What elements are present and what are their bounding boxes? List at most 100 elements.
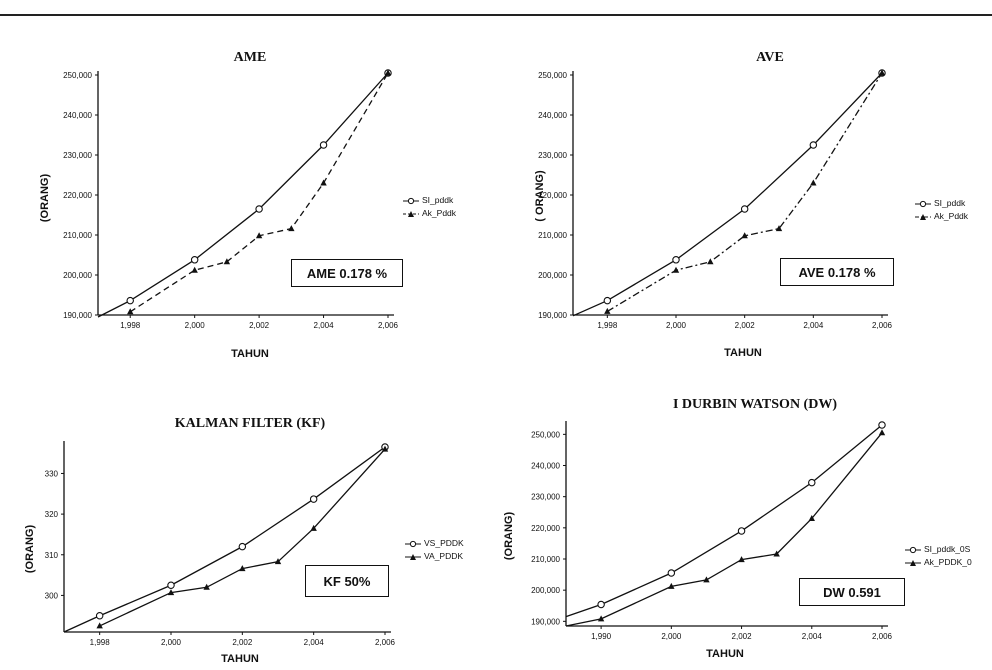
data-point [127,308,134,315]
data-point [190,256,199,264]
y-tick-label: 200,000 [531,586,560,595]
data-point [809,141,818,149]
legend-label: SI_pddk_0S [924,544,971,554]
y-tick-label: 210,000 [538,231,567,240]
y-tick-label: 330 [45,469,59,478]
data-point [255,205,263,213]
x-axis-label: TAHUN [221,653,259,665]
y-tick-label: 210,000 [63,231,92,240]
axes: 190,000 200,000 210,000 220,000 230,000 240,0… [531,421,893,641]
legend: VS_PDDK VA_PDDK [404,537,464,563]
y-tick-label: 300 [45,591,59,600]
x-tick-label: 1,990 [591,632,612,641]
data-point [604,307,611,314]
y-tick-label: 200,000 [538,271,567,280]
data-point [740,205,749,213]
legend-item: Ak_Pddk [914,210,968,223]
data-point [203,583,210,590]
axes: 300 310 320 330 1,998 2,000 2,002 2,004 2,006 [45,441,396,647]
y-tick-label: 250,000 [63,71,92,80]
series-VA_PDDK [96,445,389,629]
y-tick-label: 240,000 [531,462,560,471]
y-tick-label: 240,000 [63,111,92,120]
data-point [667,569,676,577]
top-rule [0,14,992,16]
legend-label: VS_PDDK [424,538,464,548]
data-point [238,542,247,551]
chart-title: AME [233,50,267,65]
data-point [808,514,815,521]
series-line [97,72,389,318]
data-point [703,576,710,583]
x-tick-label: 2,002 [232,638,253,647]
data-point [878,69,886,76]
data-point [167,589,175,596]
legend-label: VA_PDDK [424,551,464,561]
x-axis-label: TAHUN [706,648,744,660]
y-tick-label: 230,000 [63,151,92,160]
y-tick-label: 210,000 [531,555,560,564]
y-tick-label: 220,000 [538,191,567,200]
x-tick-label: 2,006 [375,638,396,647]
chart-title: KALMAN FILTER (KF) [174,416,326,431]
x-tick-label: 2,006 [872,632,893,641]
axes: 190,000 200,000 210,000 220,000 230,000 240,0… [63,71,399,330]
y-tick-label: 240,000 [538,111,567,120]
x-tick-label: 2,004 [314,321,335,330]
y-tick-label: 230,000 [531,493,560,502]
y-tick-label: 190,000 [538,311,567,320]
legend-label: Ak_Pddk [934,211,969,221]
series-SI_pddk_0S [565,421,886,618]
x-axis-label: TAHUN [724,347,762,359]
x-tick-label: 1,998 [597,321,618,330]
data-point [878,421,886,429]
data-point [384,69,392,76]
annotation-box: KF 50% [305,565,389,597]
data-point [320,179,327,186]
legend-item: SI_pddk [402,194,456,207]
data-point [878,429,886,436]
series-line [565,424,883,618]
x-tick-label: 2,004 [803,321,824,330]
series-line [565,432,883,627]
y-tick-label: 230,000 [538,151,567,160]
x-tick-label: 2,000 [161,638,182,647]
x-tick-label: 2,000 [185,321,206,330]
data-point [381,445,389,452]
data-point [668,582,675,589]
chart-title: I DURBIN WATSON (DW) [672,397,837,412]
data-point [319,141,328,149]
annotation-box: DW 0.591 [799,578,905,606]
data-point [96,622,103,629]
y-tick-label: 310 [45,551,59,560]
data-point [309,495,318,503]
data-point [603,296,612,305]
series-line [63,446,386,633]
series-Ak_Pddk [127,69,392,315]
legend-item: VS_PDDK [404,537,464,550]
x-tick-label: 1,998 [120,321,141,330]
legend-item: VA_PDDK [404,550,464,563]
x-tick-label: 2,000 [661,632,682,641]
legend: SI_pddk_0S Ak_PDDK_0 [904,543,972,569]
data-point [95,611,104,620]
y-tick-label: 190,000 [531,617,560,626]
y-tick-label: 200,000 [63,271,92,280]
legend-item: SI_pddk [914,197,968,210]
y-tick-label: 220,000 [63,191,92,200]
data-point [738,556,745,563]
x-tick-label: 2,004 [802,632,823,641]
data-point [167,581,175,589]
data-point [191,266,198,273]
data-point [288,225,295,232]
y-tick-label: 190,000 [63,311,92,320]
series-line [572,72,883,317]
x-tick-label: 2,006 [872,321,893,330]
y-tick-label: 250,000 [538,71,567,80]
legend-item: Ak_PDDK_0 [904,556,972,569]
data-point [672,256,680,264]
